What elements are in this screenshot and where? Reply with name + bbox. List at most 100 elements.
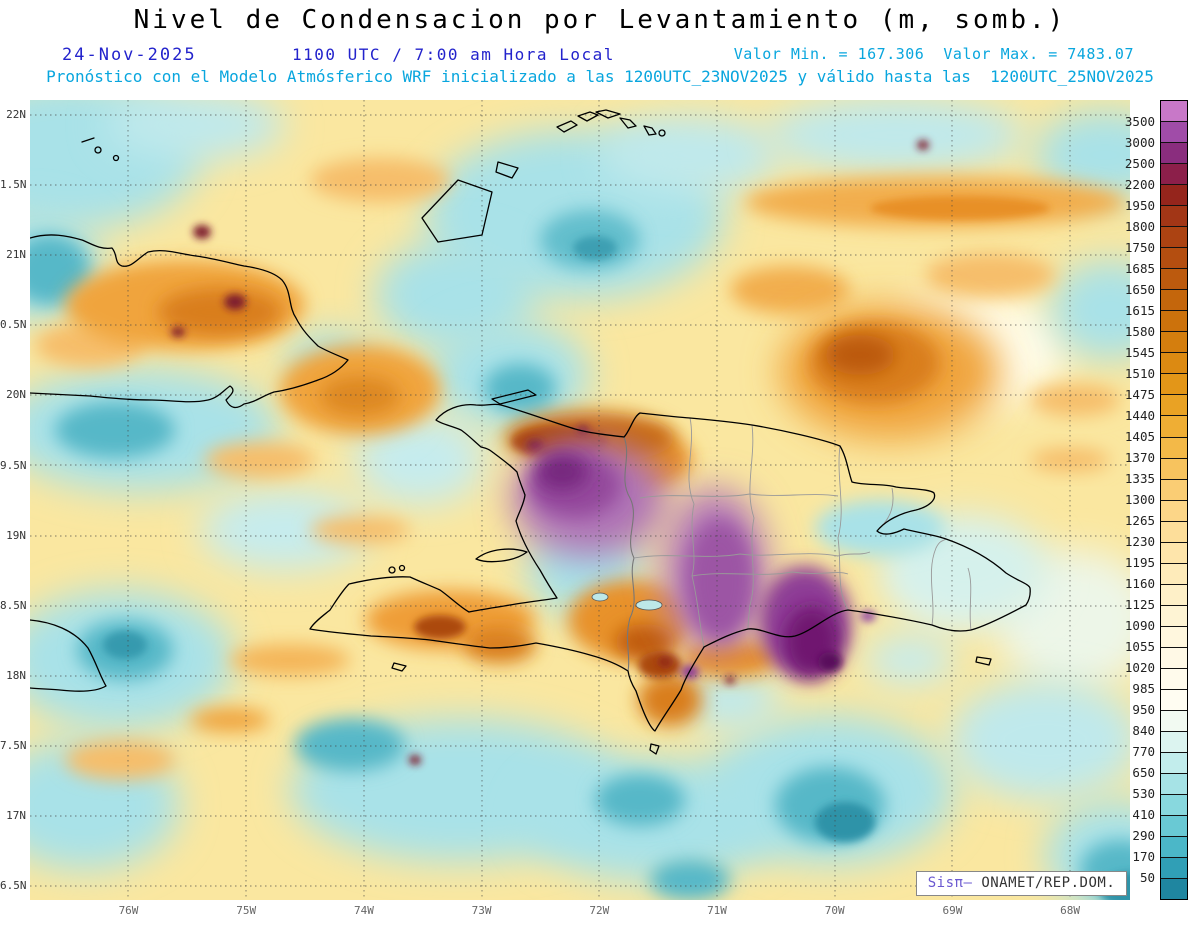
colorbar-cell	[1161, 816, 1187, 838]
lat-label: 21N	[6, 248, 26, 262]
colorbar-label: 1055	[1124, 638, 1155, 654]
colorbar-cell	[1161, 395, 1187, 417]
lon-label: 71W	[707, 904, 727, 917]
colorbar-cell	[1161, 353, 1187, 375]
colorbar-label: 1545	[1124, 344, 1155, 360]
colorbar-label: 1160	[1124, 575, 1155, 591]
lon-label: 72W	[589, 904, 610, 917]
colorbar-label: 840	[1132, 722, 1155, 738]
coastlines	[30, 109, 1031, 755]
map-plot	[30, 100, 1130, 900]
colorbar-cell	[1161, 437, 1187, 459]
colorbar-label: 1370	[1124, 449, 1155, 465]
colorbar-label: 1230	[1124, 533, 1155, 549]
lat-label: 0.5N	[0, 318, 26, 332]
colorbar-cell	[1161, 563, 1187, 585]
colorbar-cell	[1161, 269, 1187, 291]
colorbar-label: 1300	[1124, 491, 1155, 507]
colorbar-label: 1020	[1124, 659, 1155, 675]
colorbar-cell	[1161, 374, 1187, 396]
colorbar-cell	[1161, 858, 1187, 880]
forecast-line: Pronóstico con el Modelo Atmósferico WRF…	[46, 67, 1154, 86]
colorbar-label: 1685	[1124, 260, 1155, 276]
colorbar-cell	[1161, 227, 1187, 249]
colorbar-cell	[1161, 605, 1187, 627]
lon-label: 75W	[236, 904, 257, 917]
lat-label: 20N	[6, 388, 26, 402]
lat-label: 9.5N	[0, 458, 26, 472]
lon-label: 69W	[942, 904, 963, 917]
colorbar-cell	[1161, 521, 1187, 543]
colorbar-label: 1265	[1124, 512, 1155, 528]
colorbar-cell	[1161, 458, 1187, 480]
colorbar-cell	[1161, 101, 1187, 123]
colorbar-cell	[1161, 837, 1187, 859]
colorbar-label: 1195	[1124, 554, 1155, 570]
colorbar-cell	[1161, 332, 1187, 354]
colorbar-cell	[1161, 626, 1187, 648]
header-time: 1100 UTC / 7:00 am Hora Local	[292, 45, 615, 64]
colorbar-label: 950	[1132, 701, 1155, 717]
lat-label: 22N	[6, 108, 26, 121]
colorbar-cell	[1161, 122, 1187, 144]
colorbar-label: 3000	[1124, 134, 1155, 150]
colorbar-label: 1125	[1124, 596, 1155, 612]
gridlines	[30, 100, 1130, 900]
colorbar-cell	[1161, 416, 1187, 438]
lat-label: 17N	[6, 809, 26, 822]
header-date: 24-Nov-2025	[62, 45, 197, 65]
header-row: 24-Nov-2025 1100 UTC / 7:00 am Hora Loca…	[0, 45, 1200, 67]
colorbar-cell	[1161, 795, 1187, 817]
colorbar-label: 290	[1132, 827, 1155, 843]
colorbar-cell	[1161, 689, 1187, 711]
page-title: Nivel de Condensacion por Levantamiento …	[133, 5, 1067, 35]
colorbar-label: 1750	[1124, 239, 1155, 255]
colorbar-cell	[1161, 542, 1187, 564]
colorbar-label: 1440	[1124, 407, 1155, 423]
lcl-shaded-field	[30, 100, 1130, 900]
colorbar-label: 410	[1132, 806, 1155, 822]
colorbar-label: 1510	[1124, 365, 1155, 381]
header-minmax: Valor Min. = 167.306 Valor Max. = 7483.0…	[733, 45, 1134, 63]
lon-label: 73W	[471, 904, 492, 917]
colorbar-label: 1615	[1124, 302, 1155, 318]
colorbar-cell	[1161, 710, 1187, 732]
lon-label: 76W	[118, 904, 139, 917]
colorbar-cell	[1161, 185, 1187, 207]
colorbar-label: 1800	[1124, 218, 1155, 234]
colorbar-strip	[1160, 100, 1188, 900]
colorbar-cell	[1161, 206, 1187, 228]
colorbar-label: 1650	[1124, 281, 1155, 297]
colorbar-cell	[1161, 879, 1187, 900]
lat-label: 7.5N	[0, 738, 26, 752]
colorbar-cell	[1161, 479, 1187, 501]
colorbar-label: 770	[1132, 743, 1155, 759]
colorbar-cell	[1161, 143, 1187, 165]
colorbar-label: 50	[1139, 869, 1155, 885]
colorbar-cell	[1161, 311, 1187, 333]
lat-label: 6.5N	[0, 879, 26, 893]
lat-label: 8.5N	[0, 598, 26, 612]
colorbar-cell	[1161, 164, 1187, 186]
colorbar-label: 2200	[1124, 176, 1155, 192]
colorbar-cell	[1161, 248, 1187, 270]
watermark-text: ONAMET/REP.DOM.	[972, 875, 1116, 891]
colorbar-label: 1090	[1124, 617, 1155, 633]
colorbar-cell	[1161, 731, 1187, 753]
lcl-field-svg	[30, 100, 1130, 900]
colorbar-label: 2500	[1124, 155, 1155, 171]
lon-label: 70W	[824, 904, 845, 917]
colorbar-cell	[1161, 774, 1187, 796]
colorbar-label: 530	[1132, 785, 1155, 801]
colorbar-label: 650	[1132, 764, 1155, 780]
colorbar-label: 985	[1132, 680, 1155, 696]
colorbar-cell	[1161, 668, 1187, 690]
colorbar-label: 1405	[1124, 428, 1155, 444]
colorbar-label: 3500	[1124, 113, 1155, 129]
lon-label: 74W	[353, 904, 374, 917]
watermark-brand: Sisπ–	[927, 875, 973, 891]
colorbar-cell	[1161, 290, 1187, 312]
lat-label: 19N	[6, 528, 26, 542]
admin-borders	[591, 417, 972, 672]
